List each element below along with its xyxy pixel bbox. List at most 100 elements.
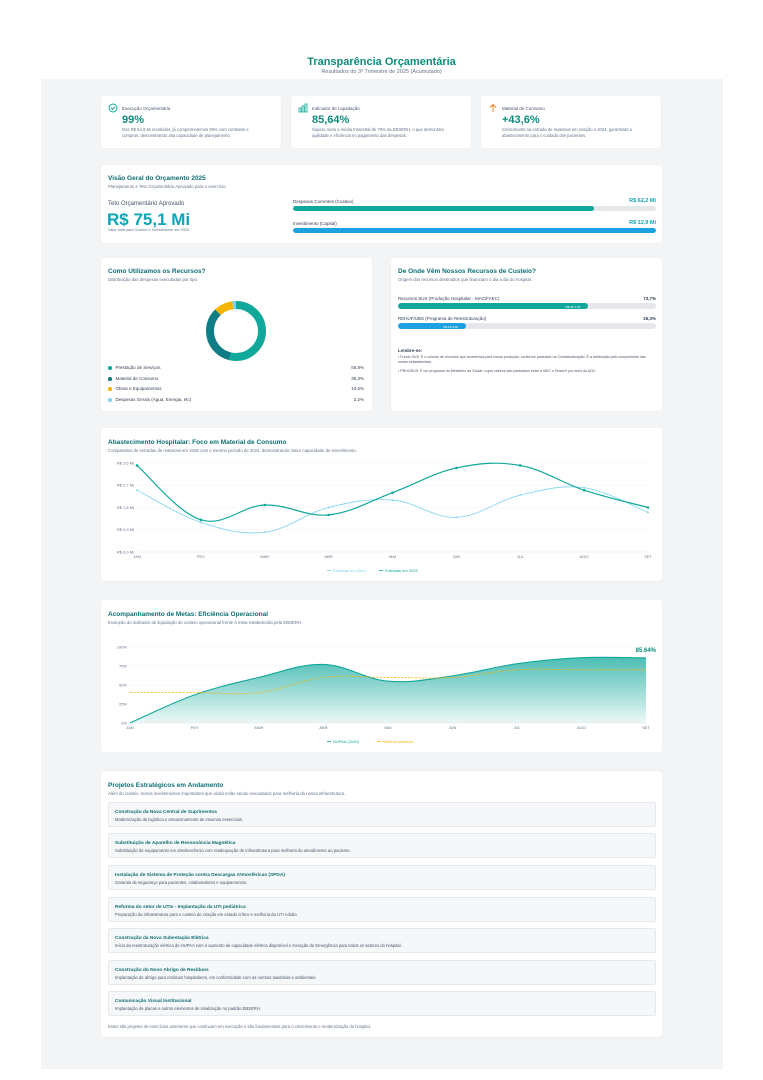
legend-pct: 2,2%: [353, 397, 364, 402]
note-text: Fundo SUS: É o volume de recursos que re…: [398, 355, 646, 364]
source-amount: R$ 45,7 Mi: [565, 304, 581, 309]
project-desc: Modernização da logística e armazenament…: [115, 817, 244, 822]
x-tick-label: MAR: [255, 725, 264, 730]
legend-dot: [108, 387, 112, 391]
x-tick-label: SET: [642, 725, 650, 730]
budget-subtitle: Planejamento e Teto Orçamentário Aprovad…: [108, 184, 227, 189]
target-line: [129, 668, 646, 695]
sources-card: [391, 258, 662, 411]
usage-legend-row: Material de Consumo 35,3%: [108, 376, 364, 381]
legend-label: Entradas em 2025: [385, 568, 418, 573]
x-tick-label: JAN: [133, 554, 141, 559]
data-point: [518, 464, 522, 467]
supply-subtitle: Comparativo de entradas de materiais em …: [108, 448, 357, 453]
project-desc: Implantação de placas e outros elementos…: [115, 1006, 261, 1011]
projects-footer: Estes são projetos de exercícios anterio…: [108, 1024, 371, 1029]
usage-legend-row: Obras e Equipamentos 10,6%: [108, 386, 364, 391]
y-tick-label: R$ 2,7 Mi: [117, 483, 134, 488]
source-bar-fill-sus: R$ 45,7 Mi: [398, 303, 589, 309]
y-tick-label: R$ 0,9 Mi: [117, 527, 134, 532]
area-fill: [130, 657, 646, 723]
goals-title: Acompanhamento de Metas: Eficiência Oper…: [108, 611, 269, 618]
note-item: • PRHOSUS: É um programa do Ministério d…: [398, 369, 597, 373]
x-tick-label: ABR: [325, 554, 333, 559]
x-tick-label: MAI: [384, 725, 391, 730]
x-tick-label: MAI: [389, 554, 396, 559]
kpi-value: +43,6%: [502, 114, 540, 126]
y-tick-label: 75%: [119, 663, 127, 668]
x-tick-label: AGO: [577, 725, 586, 730]
y-tick-label: 25%: [119, 701, 127, 706]
supply-title: Abastecimento Hospitalar: Foco em Materi…: [108, 439, 287, 446]
x-tick-label: JAN: [126, 725, 134, 730]
project-desc: Início da reestruturação elétrica do HUP…: [115, 943, 402, 948]
usage-legend-row: Prestação de Serviços 55,8%: [108, 365, 364, 370]
kpi-value: 85,64%: [312, 114, 350, 126]
legend-label: Material de Consumo: [115, 376, 159, 381]
kpi-title: Indicador de Liquidação: [312, 106, 360, 111]
source-amount: R$ 16,3 Mi: [443, 324, 458, 329]
ceiling-value: R$ 75,1 Mi: [107, 210, 191, 229]
project-item: Construção da Nova Subestação Elétrica In…: [108, 928, 656, 953]
project-item: Construção do Novo Abrigo de Resíduos Imp…: [108, 960, 656, 985]
source-pct-rehuf: 26,3%: [643, 316, 656, 321]
budget-bar-fill-current: [293, 206, 594, 211]
kpi-description: Supera meta a média trimestral de 70% da…: [312, 127, 444, 138]
data-point: [263, 531, 266, 534]
usage-donut-chart: [206, 301, 266, 361]
x-tick-label: JUL: [513, 725, 521, 730]
source-label-rehuf: REHUF/UBS (Programa de Reestruturação): [398, 316, 487, 321]
page-title: Transparência Orçamentária: [307, 56, 456, 68]
data-point: [327, 513, 330, 517]
project-title: Reforma do setor de UTIs - Implantação d…: [115, 905, 246, 910]
kpi-title: Execução Orçamentária: [122, 106, 171, 111]
kpi-card-liquidation: Indicador de Liquidação 85,64% Supera me…: [291, 96, 471, 148]
legend-dot: [108, 398, 112, 402]
data-point: [263, 503, 267, 507]
legend-pct: 55,8%: [351, 365, 364, 370]
x-tick-label: JUL: [517, 554, 525, 559]
legend-label: HUPAA (2025): [333, 739, 360, 744]
x-tick-label: FEV: [197, 554, 205, 559]
final-value-label: 85.64%: [636, 648, 657, 654]
usage-legend-row: Despesas Gerais (Água, Energia, etc) 2,2…: [108, 397, 364, 402]
data-point: [583, 486, 586, 489]
source-label-sus: Recursos SUS (Produção Hospitalar - MAC/…: [398, 296, 500, 301]
project-item: Construção da Nova Central de Suprimento…: [108, 802, 656, 827]
x-tick-label: FEV: [191, 725, 199, 730]
project-desc: Preparação da infraestrutura para o cust…: [115, 912, 298, 917]
budget-title: Visão Geral do Orçamento 2025: [108, 175, 206, 182]
project-item: Comunicação Visual Institucional Implanta…: [108, 991, 656, 1016]
source-pct-sus: 73,7%: [643, 296, 656, 301]
legend-pct: 10,6%: [351, 386, 364, 391]
bar-chart-icon: [298, 103, 308, 113]
x-tick-label: AGO: [580, 554, 589, 559]
kpi-description: Crescimento na entrada de materiais em r…: [502, 127, 633, 138]
project-item: Instalação de Sistema de Proteção contra…: [108, 865, 656, 890]
x-tick-label: JUN: [449, 725, 457, 730]
project-title: Comunicação Visual Institucional: [115, 999, 192, 1004]
project-desc: Implantação de abrigo para resíduos hosp…: [115, 975, 317, 980]
project-desc: Substituição de equipamento em obsolescê…: [115, 848, 351, 853]
usage-subtitle: Distribuição das despesas executadas por…: [108, 277, 199, 282]
ceiling-note: Valor total para Custeio e Investimento …: [108, 228, 191, 232]
x-tick-label: SET: [644, 554, 652, 559]
source-bar-fill-rehuf: R$ 16,3 Mi: [398, 323, 466, 329]
kpi-title: Material de Consumo: [502, 106, 545, 111]
y-tick-label: 0%: [121, 720, 127, 725]
data-point: [455, 466, 458, 470]
project-title: Construção da Nova Central de Suprimento…: [115, 810, 218, 815]
data-point: [136, 489, 138, 492]
x-tick-label: ABR: [319, 725, 327, 730]
data-point: [582, 488, 586, 492]
goals-subtitle: Evolução do indicador de liquidação do c…: [108, 620, 303, 625]
y-tick-label: R$ 0,0 Mi: [117, 549, 134, 554]
note-item: • Fundo SUS: É o volume de recursos que …: [398, 355, 646, 364]
legend-dot: [108, 377, 112, 381]
data-point: [199, 521, 202, 524]
sources-title: De Onde Vêm Nossos Recursos de Custeio?: [398, 268, 536, 275]
project-desc: Garantia de segurança para pacientes, co…: [115, 880, 248, 885]
y-tick-label: R$ 3,6 Mi: [117, 460, 134, 465]
data-point: [391, 499, 394, 501]
donut-slice: [206, 301, 266, 361]
